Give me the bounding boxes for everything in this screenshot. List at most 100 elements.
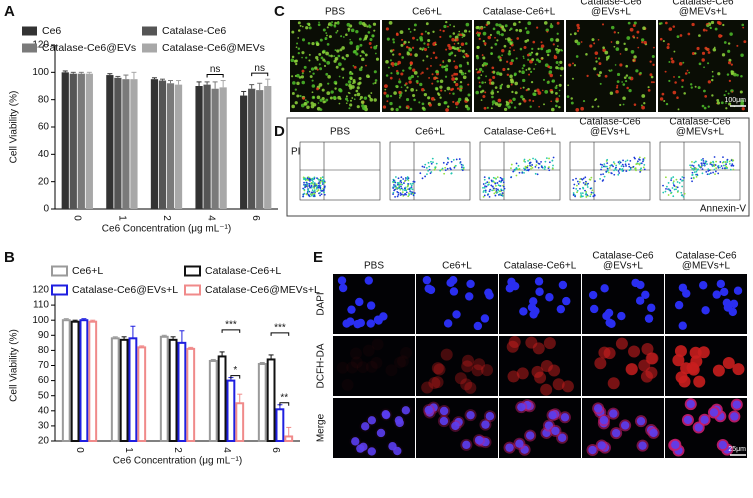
cell [482,94,486,98]
cell [489,33,493,37]
event [409,190,412,193]
cell [292,81,296,85]
event [629,166,632,169]
cell [430,57,433,60]
event [315,183,318,186]
cell [494,42,498,46]
cell [427,46,430,49]
cell [326,26,329,29]
event [665,185,668,188]
event [488,190,491,193]
cell [622,103,625,106]
bracket [251,72,269,77]
cell [643,40,647,45]
nucleus [474,435,484,445]
event [484,191,487,193]
cell [540,47,544,51]
nucleus [443,319,453,328]
cell [624,47,628,51]
cell [345,54,349,58]
cell [589,44,593,48]
nucleus [525,431,535,440]
column-label: Ce6+L [442,261,472,272]
nucleus [449,275,458,285]
cell [640,38,645,42]
stain-image [333,398,415,458]
cell [343,58,347,61]
flow-plot [299,141,381,201]
legend-label: Catalase-Ce6+L [205,265,281,277]
event [306,182,309,185]
cell [467,83,470,86]
bar [159,335,169,442]
cell [610,25,615,30]
event [672,176,675,178]
event [731,163,734,166]
cell [623,42,626,46]
legend-label: Catalase-Ce6 [162,25,226,37]
error-bar [265,78,271,86]
cell [350,28,355,33]
event [579,178,582,181]
cell [530,70,533,73]
event [581,192,584,195]
cell [411,46,415,49]
event [494,194,497,197]
event [458,158,461,160]
event [544,160,547,163]
event [700,162,703,165]
column-label: PBS [325,7,345,18]
event [662,184,664,187]
cell [676,35,680,39]
event [624,160,627,163]
cell [395,69,399,73]
row-label: DAPI [316,292,327,315]
cell [392,53,395,56]
cell [498,98,501,101]
cell [475,32,478,35]
event [483,178,486,181]
event [536,173,539,176]
cell [704,46,708,50]
cell [427,31,430,35]
cell [450,88,453,91]
event [696,173,698,176]
cell [467,93,471,97]
cell [667,43,670,46]
event [392,179,395,182]
event [580,194,583,196]
cell [299,24,302,27]
event [672,195,675,198]
cell [604,74,608,78]
ros [400,346,413,359]
cell [296,94,300,98]
cell [475,25,479,30]
cell [444,68,449,72]
legend-label: Catalase-Ce6@MEVs [162,42,265,54]
event [487,184,489,186]
cell [306,22,309,25]
cell [464,42,468,45]
event [670,177,673,180]
cell [534,89,537,93]
cell [453,25,456,28]
cell [713,46,716,49]
event [450,168,452,171]
cell [444,89,446,92]
bar [284,435,294,443]
cell [476,56,480,60]
image-bg [416,336,498,396]
column-label: Catalase-Ce6 [592,251,654,262]
cell [318,63,321,66]
cell [522,86,525,89]
ros [687,363,700,376]
cell [478,67,483,72]
cell [339,48,343,52]
cell [543,103,545,106]
cell [598,62,602,66]
event [484,189,487,192]
cell [437,102,441,107]
event [394,195,396,198]
event [586,194,589,196]
event [590,176,593,179]
